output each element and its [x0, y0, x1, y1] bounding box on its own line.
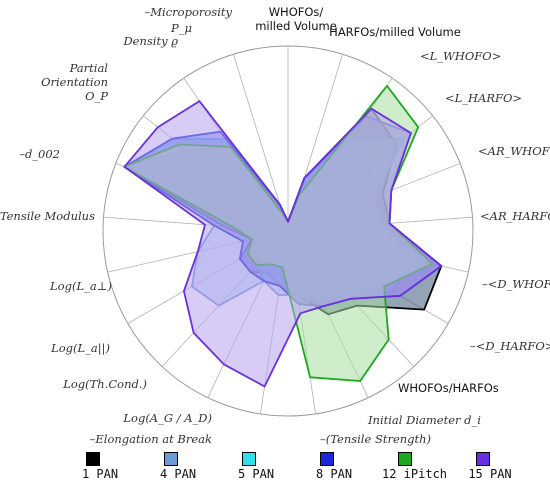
axis-label-11: –Elongation at Break — [90, 432, 212, 446]
axis-label-3: <L_HARFO> — [445, 91, 522, 105]
legend-label: 5 PAN — [237, 467, 275, 481]
legend-item-1: 4 PAN — [148, 451, 208, 481]
axis-label-9: Initial Diameter d_i — [367, 413, 481, 427]
axis-label-8: WHOFOs/HARFOs — [398, 381, 499, 395]
series-polygon-5 — [123, 100, 443, 388]
legend-swatch — [86, 452, 100, 466]
axis-label-14: Log(L_a||) — [50, 341, 110, 356]
legend-label: 4 PAN — [159, 467, 197, 481]
radar-series — [123, 84, 443, 388]
axis-label-12: Log(A_G / A_D) — [122, 411, 212, 425]
axis-label-7: –<D_HARFO> — [470, 339, 550, 353]
spoke-20 — [233, 54, 289, 232]
legend-swatch — [164, 452, 178, 466]
legend-swatch — [320, 452, 334, 466]
legend-label: 8 PAN — [315, 467, 353, 481]
axis-label-15: Log(L_a⊥) — [49, 279, 112, 293]
axis-label-4: <AR_WHOFO> — [478, 144, 550, 158]
axis-label-0: WHOFOs/milled Volume — [255, 5, 337, 33]
axis-label-17: –d_002 — [19, 147, 60, 161]
legend-swatch — [398, 452, 412, 466]
legend-item-3: 8 PAN — [304, 451, 364, 481]
axis-label-10: –(Tensile Strength) — [320, 432, 431, 446]
legend-label: 1 PAN — [81, 467, 119, 481]
legend-label: 15 PAN — [468, 467, 512, 481]
legend-label: 12 iPitch — [382, 467, 448, 481]
axis-label-20: –Microporosity P_μ — [145, 5, 233, 35]
legend-item-4: 12 iPitch — [382, 451, 448, 481]
axis-label-1: HARFOs/milled Volume — [329, 25, 461, 39]
axis-label-6: –<D_WHOFO> — [482, 277, 550, 291]
axis-label-16: Tensile Modulus — [0, 209, 95, 223]
axis-label-13: Log(Th.Cond.) — [62, 377, 147, 391]
axis-label-18: Partial Orientation O_P — [41, 61, 108, 103]
axis-label-2: <L_WHOFO> — [420, 49, 501, 63]
axis-label-19: Density ϱ — [122, 34, 178, 48]
legend-swatch — [476, 452, 490, 466]
legend-item-0: 1 PAN — [70, 451, 130, 481]
legend-swatch — [242, 452, 256, 466]
legend-item-2: 5 PAN — [226, 451, 286, 481]
legend: 1 PAN 4 PAN 5 PAN 8 PAN 12 iPitch 15 PAN — [70, 451, 540, 481]
legend-item-5: 15 PAN — [460, 451, 520, 481]
axis-label-5: <AR_HARFO> — [480, 209, 550, 223]
